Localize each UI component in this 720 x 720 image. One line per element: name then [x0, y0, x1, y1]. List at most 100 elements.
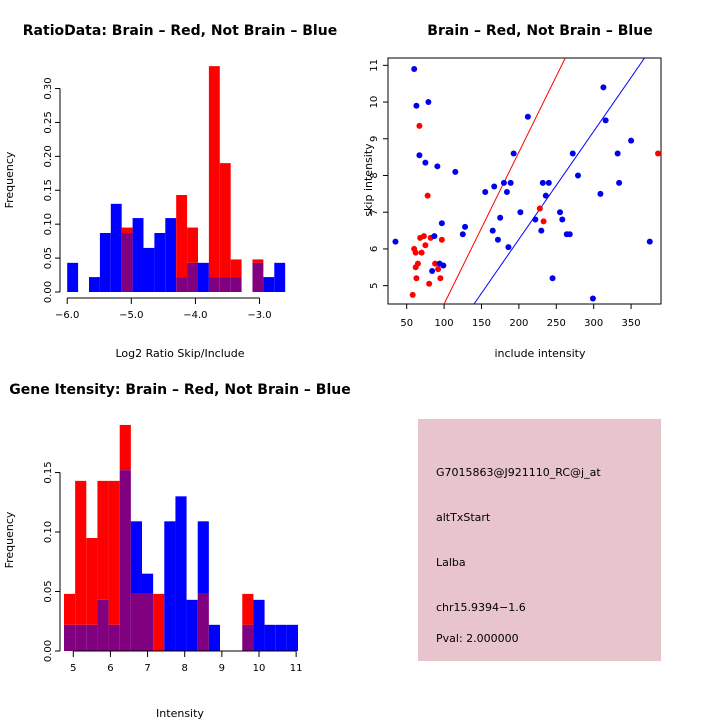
not-brain-point [438, 220, 445, 227]
y-tick-label: 6 [369, 246, 380, 252]
not-brain-point [569, 150, 576, 157]
not-brain-point [539, 179, 546, 186]
not-brain-point [542, 192, 549, 199]
not-brain-point [557, 209, 564, 216]
bar-brain [176, 195, 188, 278]
brain-point [426, 280, 433, 287]
not-brain-point [411, 66, 418, 73]
y-tick-label: 0.20 [43, 145, 54, 167]
bar-brain [121, 227, 133, 233]
bar-overlap [97, 599, 109, 651]
bar-overlap [108, 624, 120, 651]
not-brain-point [489, 227, 496, 234]
bar-not-brain [263, 277, 275, 292]
bar-brain [242, 593, 254, 625]
not-brain-point [503, 189, 510, 196]
brain-point [412, 249, 419, 256]
y-tick-label: 0.15 [43, 179, 54, 201]
bar-brain [64, 593, 76, 625]
info-panel: G7015863@J921110_RC@j_at altTxStart Lalb… [418, 419, 661, 661]
bar-brain [86, 537, 98, 625]
bar-not-brain [132, 218, 144, 292]
bar-brain [119, 424, 131, 471]
gene-intensity-histogram: Gene Itensity: Brain – Red, Not Brain – … [3, 382, 351, 720]
bar-not-brain [253, 599, 265, 651]
not-brain-point [434, 163, 441, 170]
bar-brain [108, 480, 120, 625]
bar-not-brain [154, 232, 166, 292]
y-tick-label: 9 [369, 136, 380, 142]
ratio-histogram: RatioData: Brain – Red, Not Brain – Blue… [3, 23, 337, 360]
bar-overlap [219, 277, 231, 292]
ratio-histogram-xlabel: Log2 Ratio Skip/Include [115, 347, 244, 360]
not-brain-point [602, 117, 609, 124]
not-brain-point [566, 231, 573, 238]
bar-not-brain [208, 624, 220, 651]
info-panel-background [418, 419, 661, 661]
not-brain-point [574, 172, 581, 179]
not-brain-point [559, 216, 566, 223]
x-tick-label: 100 [435, 318, 454, 329]
not-brain-point [532, 216, 539, 223]
not-brain-point [646, 238, 653, 245]
brain-point [536, 205, 543, 212]
y-tick-label: 0.00 [43, 640, 54, 662]
y-tick-label: 11 [369, 59, 380, 72]
x-tick-label: 8 [182, 663, 188, 674]
ratio-histogram-ylabel: Frequency [3, 151, 16, 208]
bar-not-brain [130, 521, 142, 594]
x-tick-label: 10 [253, 663, 266, 674]
event-type-label: altTxStart [436, 511, 491, 524]
not-brain-point [614, 150, 621, 157]
not-brain-point [616, 179, 623, 186]
bar-not-brain [175, 496, 187, 651]
x-tick-label: 250 [547, 318, 566, 329]
not-brain-point [416, 152, 423, 159]
not-brain-point [425, 99, 432, 106]
bar-not-brain [286, 624, 298, 651]
x-tick-label: −3.0 [247, 310, 271, 321]
intensity-scatter-ylabel: skip intensity [362, 143, 375, 217]
bar-not-brain [67, 262, 79, 292]
bar-not-brain [264, 624, 276, 651]
brain-point [418, 249, 425, 256]
x-tick-label: 9 [219, 663, 225, 674]
gene-intensity-ylabel: Frequency [3, 511, 16, 568]
intensity-scatter-axes: 50 100 150 200 250 300 350 5 6 7 8 9 10 11 [369, 59, 641, 329]
bar-not-brain [142, 573, 154, 594]
brain-point [655, 150, 662, 157]
not-brain-point [510, 150, 517, 157]
y-tick-label: 0.25 [43, 111, 54, 133]
y-tick-label: 8 [369, 172, 380, 178]
y-tick-label: 7 [369, 209, 380, 215]
not-brain-point [429, 267, 436, 274]
x-tick-label: −6.0 [55, 310, 79, 321]
x-tick-label: −5.0 [119, 310, 143, 321]
not-brain-point [517, 209, 524, 216]
bar-not-brain [197, 262, 209, 292]
bar-not-brain [165, 218, 177, 292]
brain-point [422, 242, 429, 249]
intensity-scatter: Brain – Red, Not Brain – Blue include in… [362, 23, 662, 360]
not-brain-point [440, 262, 447, 269]
gene-intensity-xlabel: Intensity [156, 707, 204, 720]
intensity-scatter-xlabel: include intensity [494, 347, 586, 360]
bar-not-brain [275, 624, 287, 651]
not-brain-point [491, 183, 498, 190]
y-tick-label: 0.05 [43, 247, 54, 269]
not-brain-point [589, 295, 596, 302]
brain-point [432, 260, 439, 267]
not-brain-point [597, 190, 604, 197]
y-tick-label: 5 [369, 282, 380, 288]
pval-label: Pval: 2.000000 [436, 632, 519, 645]
brain-point [409, 291, 416, 298]
bar-brain [75, 480, 87, 625]
bar-brain [230, 259, 242, 278]
gene-intensity-bars [64, 424, 298, 651]
not-brain-point [459, 231, 466, 238]
bar-overlap [64, 624, 76, 651]
bar-not-brain [274, 262, 286, 292]
bar-overlap [142, 593, 154, 651]
bar-not-brain [186, 599, 198, 651]
not-brain-point [628, 137, 635, 144]
